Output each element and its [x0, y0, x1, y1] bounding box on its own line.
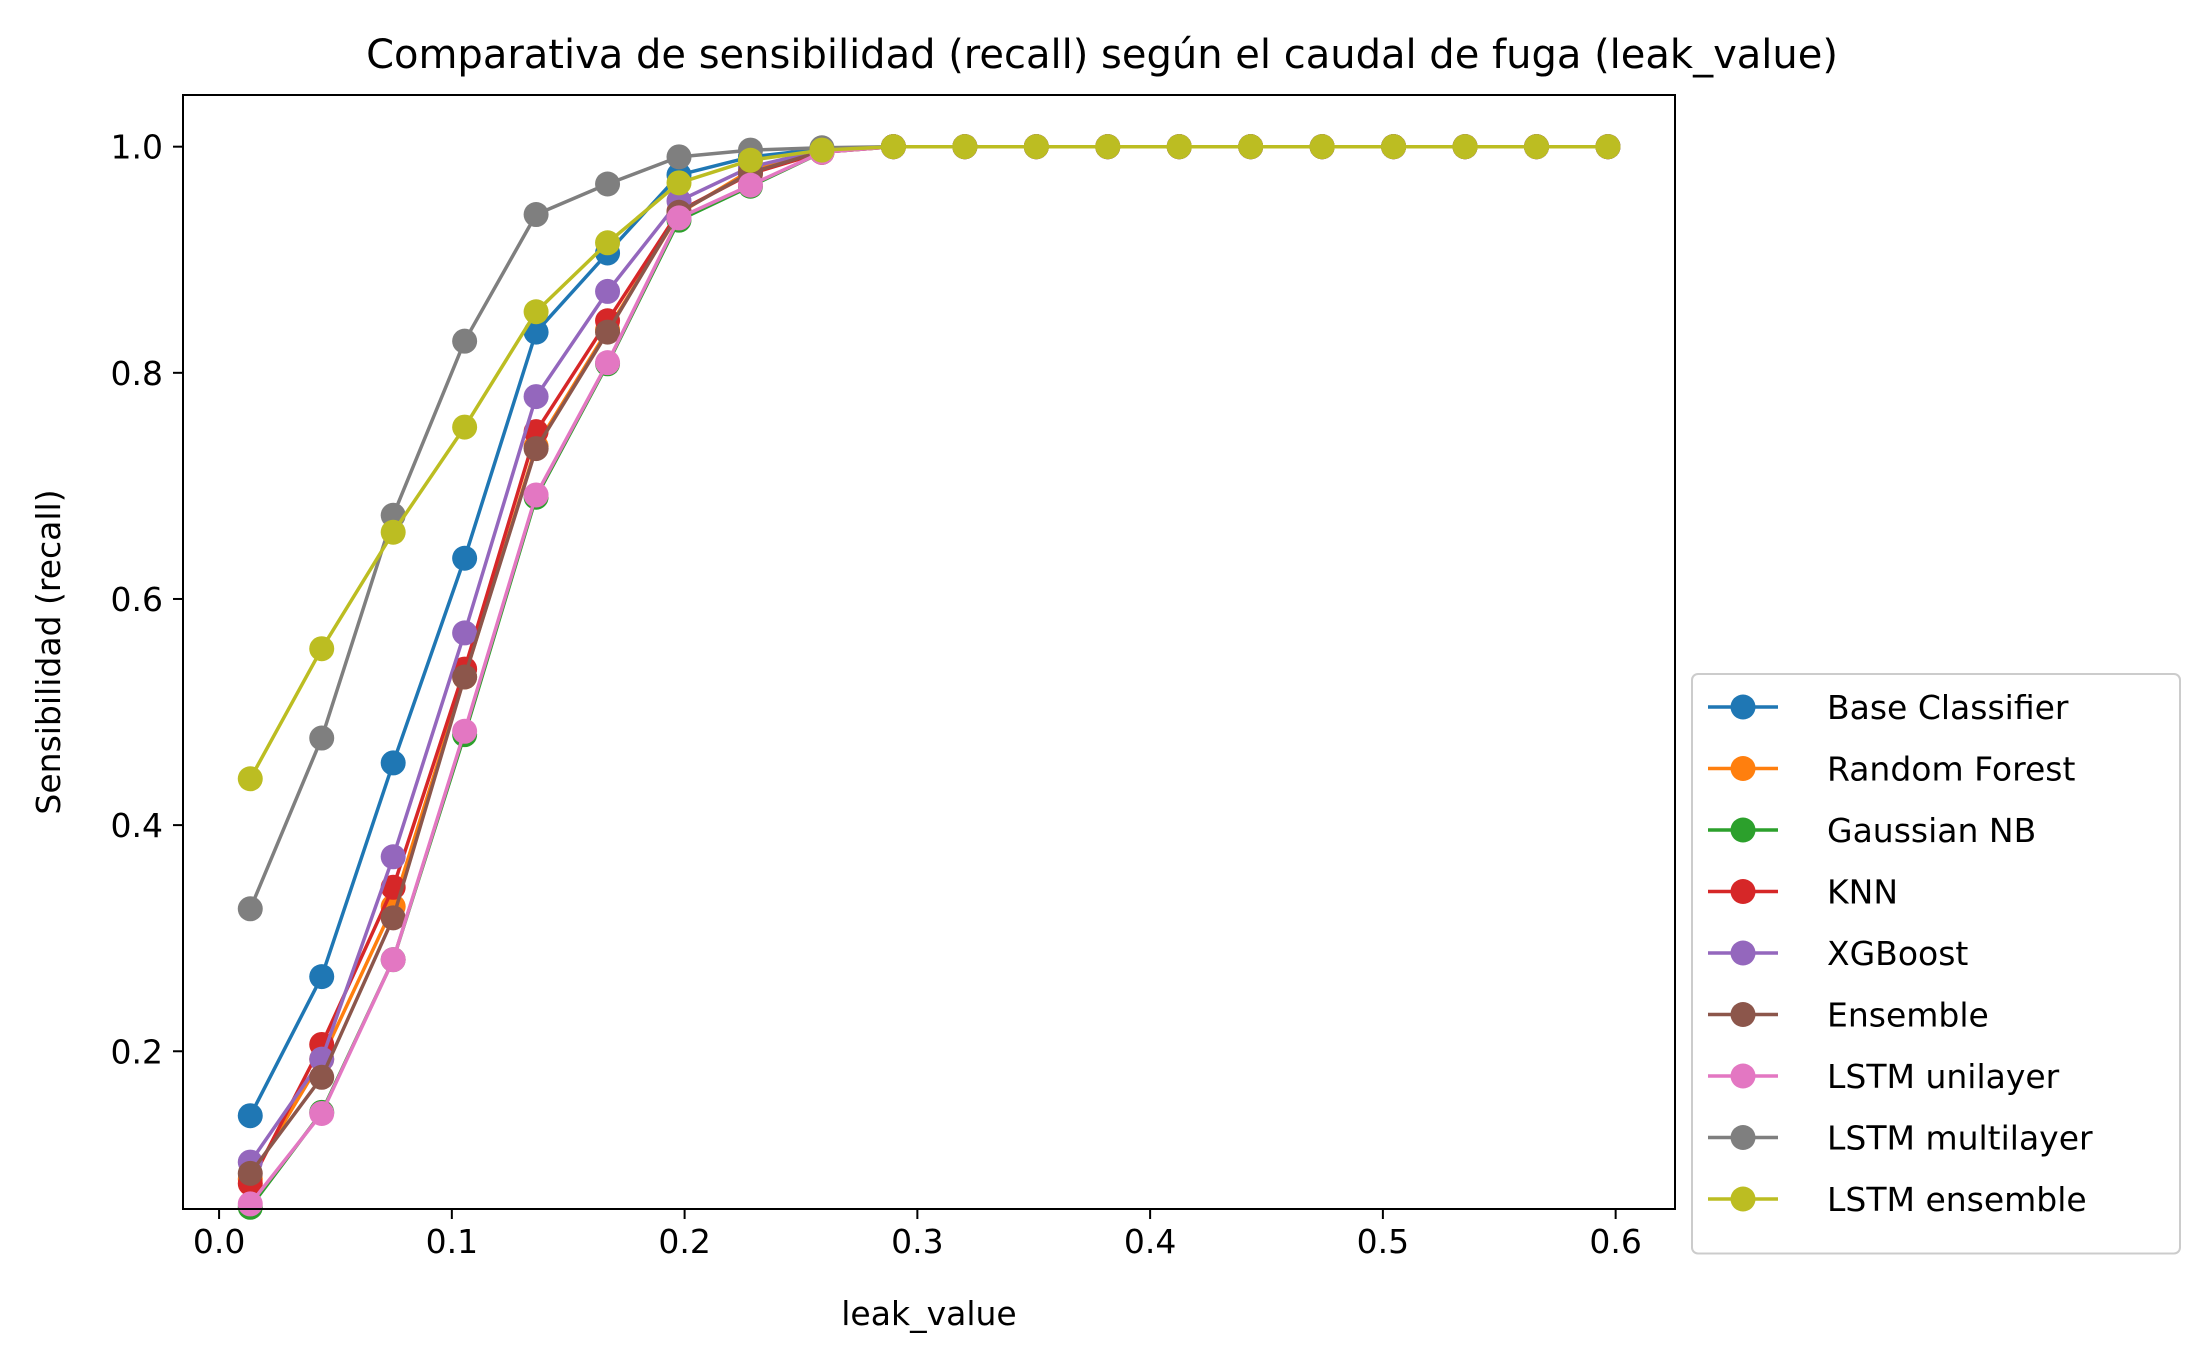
data-point [452, 414, 478, 440]
legend-label: XGBoost [1827, 934, 1968, 973]
data-point [523, 436, 549, 462]
x-tick-label: 0.1 [426, 1222, 478, 1261]
legend-item: Random Forest [1708, 750, 2075, 789]
legend-item: KNN [1708, 873, 1898, 912]
legend-marker [1730, 879, 1756, 904]
data-point [595, 230, 621, 256]
data-point [237, 896, 263, 922]
legend-item: XGBoost [1708, 934, 1968, 973]
data-point [737, 172, 763, 198]
data-point [1309, 134, 1335, 160]
legend-label: LSTM unilayer [1827, 1057, 2060, 1096]
data-point [309, 1100, 335, 1126]
data-point [380, 947, 406, 973]
y-tick-label: 0.4 [111, 806, 163, 845]
chart-title: Comparativa de sensibilidad (recall) seg… [366, 32, 1838, 78]
data-point [880, 134, 906, 160]
y-tick-label: 0.2 [111, 1032, 163, 1071]
data-point [452, 718, 478, 744]
x-axis-label: leak_value [841, 1294, 1016, 1333]
legend-label: LSTM multilayer [1827, 1119, 2093, 1158]
legend-item: LSTM ensemble [1708, 1180, 2087, 1219]
data-point [595, 350, 621, 376]
y-tick-label: 0.8 [111, 354, 163, 393]
legend-item: LSTM unilayer [1708, 1057, 2060, 1096]
x-tick-label: 0.0 [193, 1222, 245, 1261]
legend-marker [1730, 1002, 1756, 1027]
x-tick-label: 0.2 [658, 1222, 710, 1261]
data-point [380, 750, 406, 776]
legend-label: Base Classifier [1827, 688, 2069, 727]
legend-label: KNN [1827, 873, 1898, 912]
data-point [1595, 134, 1621, 160]
legend-item: Gaussian NB [1708, 811, 2036, 850]
data-point [1238, 134, 1264, 160]
data-point [595, 171, 621, 197]
x-tick-label: 0.3 [891, 1222, 943, 1261]
data-point [1166, 134, 1192, 160]
series-lstm-ensemble [237, 134, 1621, 792]
data-point [309, 636, 335, 662]
legend-marker [1730, 817, 1756, 843]
data-point [452, 545, 478, 571]
data-point [595, 319, 621, 345]
data-point [737, 147, 763, 173]
data-point [666, 170, 692, 196]
legend-marker [1730, 1063, 1756, 1089]
data-point [380, 905, 406, 931]
legend: Base Classifier Random Forest Gaussian NB K… [1691, 673, 2181, 1255]
y-tick-label: 0.6 [111, 580, 163, 619]
series-layer [237, 134, 1621, 1220]
data-point [809, 137, 835, 163]
legend-marker [1730, 940, 1756, 966]
legend-label: LSTM ensemble [1827, 1180, 2087, 1219]
legend-box [1691, 673, 2181, 1255]
data-point [1095, 134, 1121, 160]
data-point [523, 202, 549, 228]
data-point [380, 844, 406, 870]
legend-label: Random Forest [1827, 750, 2075, 789]
data-point [452, 328, 478, 354]
data-point [1023, 134, 1049, 160]
data-point [380, 519, 406, 545]
x-tick-label: 0.4 [1124, 1222, 1176, 1261]
legend-item: Ensemble [1708, 996, 1989, 1035]
x-tick-label: 0.5 [1357, 1222, 1409, 1261]
legend-label: Gaussian NB [1827, 811, 2036, 850]
data-point [237, 1103, 263, 1129]
axes: 0.0 0.1 0.2 0.3 0.4 0.5 0.6 0.2 0.4 0.6 0.8 1.0 [111, 128, 1642, 1261]
plot-frame [182, 94, 1676, 1210]
data-point [309, 725, 335, 751]
data-point [1524, 134, 1550, 160]
data-point [952, 134, 978, 160]
data-point [237, 766, 263, 792]
data-point [666, 144, 692, 170]
data-point [452, 664, 478, 690]
data-point [523, 319, 549, 345]
data-point [666, 205, 692, 231]
legend-item: Base Classifier [1708, 688, 2069, 727]
legend-label: Ensemble [1827, 996, 1989, 1035]
data-point [309, 964, 335, 990]
data-point [595, 278, 621, 304]
legend-marker [1730, 1186, 1756, 1212]
y-tick-label: 1.0 [111, 128, 163, 167]
data-point [237, 1160, 263, 1186]
legend-marker [1730, 1125, 1756, 1150]
data-point [523, 482, 549, 508]
legend-item: LSTM multilayer [1708, 1119, 2093, 1158]
data-point [523, 384, 549, 410]
data-point [452, 620, 478, 646]
data-point [523, 299, 549, 325]
data-point [309, 1064, 335, 1090]
x-tick-label: 0.6 [1589, 1222, 1641, 1261]
legend-marker [1730, 694, 1756, 720]
data-point [1452, 134, 1478, 160]
y-axis-label: Sensibilidad (recall) [29, 489, 68, 814]
legend-marker [1730, 756, 1756, 781]
data-point [1381, 134, 1407, 160]
data-point [237, 1191, 263, 1217]
